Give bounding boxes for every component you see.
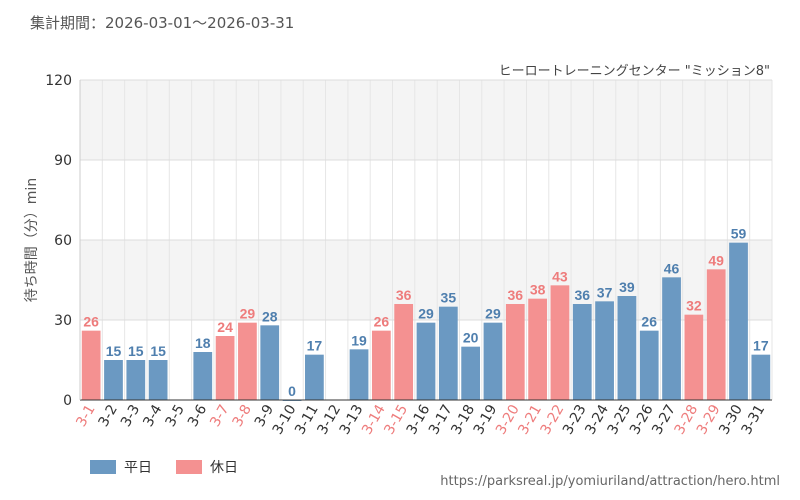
bar-value-label: 46 [664,260,680,276]
bar [215,336,235,400]
bar-value-label: 15 [150,343,166,359]
legend-weekday-swatch [90,460,116,474]
legend-weekday-label: 平日 [124,460,152,476]
bar-value-label: 17 [307,338,323,354]
x-tick-label: 3-4 [140,402,165,430]
bar-value-label: 37 [597,284,613,300]
x-tick-label: 3-8 [230,402,255,430]
bar [572,304,592,400]
y-axis-label: 待ち時間（分）min [24,178,40,302]
bar-value-label: 29 [240,306,256,322]
attraction-title: ヒーロートレーニングセンター "ミッション8" [498,64,770,79]
x-tick-label: 3-5 [163,402,188,430]
bar-value-label: 49 [708,252,724,268]
x-tick-label: 3-3 [118,402,143,430]
bar-value-label: 0 [288,383,296,399]
bar [371,330,391,400]
x-tick-label: 3-31 [739,402,769,438]
bar-value-label: 18 [195,335,211,351]
bar-value-label: 35 [441,290,457,306]
bar-value-label: 26 [374,314,390,330]
y-tick-label: 120 [45,73,72,89]
bar-value-label: 59 [731,226,747,242]
bar-value-label: 26 [83,314,99,330]
bar [148,360,168,400]
source-url: https://parksreal.jp/yomiuriland/attract… [440,474,780,489]
bar [528,298,547,400]
bar-value-label: 32 [686,298,702,314]
bar [595,301,614,400]
bar-value-label: 26 [641,314,657,330]
bar [617,296,637,400]
bar-value-label: 38 [530,282,546,298]
bar [438,306,458,400]
legend-weekday: 平日 [90,457,152,477]
bar-value-label: 20 [463,330,479,346]
grid-band [80,240,772,320]
bar-value-label: 28 [262,308,278,324]
bar [505,304,525,400]
legend: 平日 休日 [90,457,262,477]
bar-value-label: 36 [574,287,590,303]
bar [81,330,101,400]
bar [751,354,771,400]
bar [104,360,123,400]
bar [684,314,704,400]
bar-value-label: 17 [753,338,769,354]
bar-value-label: 36 [508,287,524,303]
bar [416,322,436,400]
bar [126,360,146,400]
legend-holiday-label: 休日 [210,460,238,476]
grid-band [80,80,772,160]
bar-value-label: 15 [106,343,122,359]
bar-value-label: 39 [619,279,635,295]
bar [706,269,726,400]
bar-value-label: 29 [485,306,501,322]
y-tick-label: 30 [54,313,72,329]
x-tick-label: 3-2 [96,402,121,430]
y-tick-label: 60 [54,233,72,249]
bar [461,346,481,400]
period-label: 集計期間：2026-03-01～2026-03-31 [30,14,295,32]
bar [483,322,503,400]
x-tick-label: 3-7 [207,402,232,430]
bar-value-label: 29 [418,306,434,322]
bar-value-label: 24 [217,319,233,335]
bar [550,285,570,400]
legend-holiday-swatch [176,460,202,474]
bar [238,322,257,400]
bar-value-label: 36 [396,287,412,303]
y-tick-label: 0 [63,393,72,409]
bar [394,304,414,400]
bar [349,349,369,400]
legend-holiday: 休日 [176,457,238,477]
bar [639,330,659,400]
bar-value-label: 19 [351,332,367,348]
x-tick-label: 3-1 [73,402,98,430]
bar [662,277,681,400]
bar-value-label: 43 [552,268,568,284]
y-tick-label: 90 [54,153,72,169]
bar [305,354,324,400]
bar [193,352,213,400]
bar-value-label: 15 [128,343,144,359]
bar [260,325,280,400]
bar [729,242,748,400]
x-tick-label: 3-6 [185,402,210,430]
